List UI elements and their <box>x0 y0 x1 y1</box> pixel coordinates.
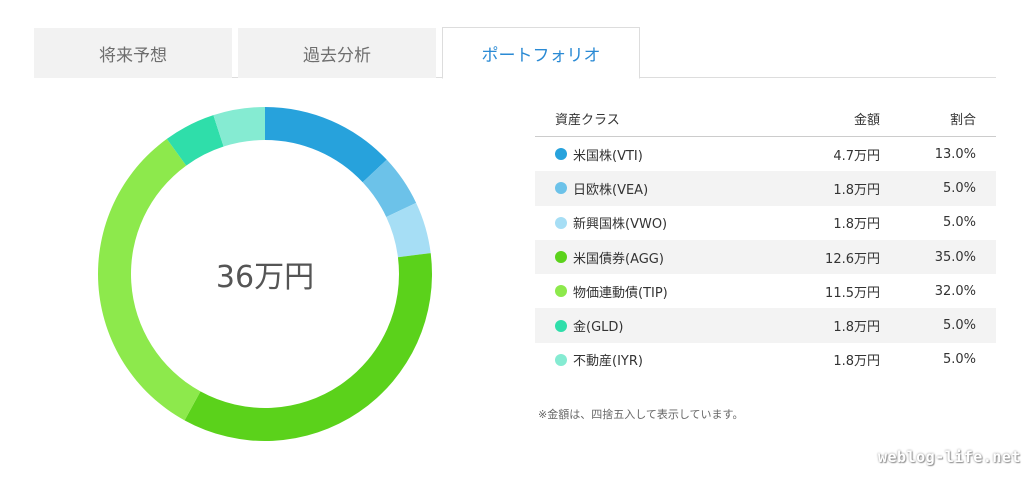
table-header: 資産クラス 金額 割合 <box>535 100 996 137</box>
tab-portfolio[interactable]: ポートフォリオ <box>442 27 640 79</box>
asset-name: 米国債券(AGG) <box>573 251 664 267</box>
donut-segment <box>98 138 201 421</box>
ratio-cell: 32.0% <box>934 283 976 299</box>
asset-name-cell: 日欧株(VEA) <box>535 179 800 198</box>
legend-dot-icon <box>555 285 567 298</box>
donut-segment <box>362 159 417 217</box>
table-row: 米国株(VTI) 4.7万円 13.0% <box>535 137 996 171</box>
amount-cell: 1.8万円 <box>833 182 880 198</box>
asset-name: 金(GLD) <box>573 320 624 336</box>
donut-segment <box>213 107 265 147</box>
asset-name-cell: 金(GLD) <box>535 316 800 335</box>
amount-cell: 1.8万円 <box>833 320 880 336</box>
asset-name-cell: 米国債券(AGG) <box>535 248 800 267</box>
site-watermark: weblog-life.net <box>878 448 1021 466</box>
legend-dot-icon <box>555 216 567 229</box>
donut-segment <box>265 107 387 183</box>
asset-name-cell: 米国株(VTI) <box>535 145 800 164</box>
amount-cell: 12.6万円 <box>825 251 880 267</box>
header-amount: 金額 <box>853 112 880 128</box>
legend-dot-icon <box>555 353 567 366</box>
ratio-cell: 35.0% <box>934 249 976 265</box>
header-ratio: 割合 <box>949 112 976 128</box>
legend-dot-icon <box>555 148 567 161</box>
asset-name: 不動産(IYR) <box>573 354 643 370</box>
asset-name-cell: 不動産(IYR) <box>535 350 800 369</box>
table-row: 金(GLD) 1.8万円 5.0% <box>535 308 996 343</box>
table-row: 物価連動債(TIP) 11.5万円 32.0% <box>535 274 996 308</box>
amount-cell: 4.7万円 <box>833 148 880 164</box>
portfolio-donut-chart: 36万円 <box>98 107 432 441</box>
asset-name: 新興国株(VWO) <box>573 217 668 233</box>
asset-allocation-table: 資産クラス 金額 割合 米国株(VTI) 4.7万円 13.0% 日欧株(VEA) 1.… <box>535 100 996 377</box>
ratio-cell: 5.0% <box>942 180 976 196</box>
table-row: 米国債券(AGG) 12.6万円 35.0% <box>535 239 996 275</box>
asset-name: 物価連動債(TIP) <box>573 285 668 301</box>
legend-dot-icon <box>555 182 567 195</box>
header-asset-class: 資産クラス <box>555 112 620 128</box>
asset-name-cell: 新興国株(VWO) <box>535 213 800 232</box>
asset-name: 米国株(VTI) <box>573 148 643 164</box>
asset-name: 日欧株(VEA) <box>573 182 649 198</box>
ratio-cell: 13.0% <box>934 146 976 162</box>
tab-past-analysis[interactable]: 過去分析 <box>238 28 436 78</box>
donut-segment <box>166 115 224 166</box>
donut-segment <box>184 253 432 441</box>
legend-dot-icon <box>555 251 567 264</box>
asset-name-cell: 物価連動債(TIP) <box>535 282 800 301</box>
rounding-footnote: ※金額は、四捨五入して表示しています。 <box>538 408 744 421</box>
ratio-cell: 5.0% <box>942 352 976 368</box>
donut-segment <box>386 202 431 258</box>
tab-future-forecast[interactable]: 将来予想 <box>34 28 232 78</box>
amount-cell: 1.8万円 <box>833 217 880 233</box>
amount-cell: 11.5万円 <box>825 285 880 301</box>
table-row: 新興国株(VWO) 1.8万円 5.0% <box>535 206 996 240</box>
ratio-cell: 5.0% <box>942 318 976 334</box>
table-row: 日欧株(VEA) 1.8万円 5.0% <box>535 171 996 206</box>
tab-bar: 将来予想 過去分析 ポートフォリオ <box>34 27 996 79</box>
table-body: 米国株(VTI) 4.7万円 13.0% 日欧株(VEA) 1.8万円 5.0% 新興国株(… <box>535 137 996 377</box>
legend-dot-icon <box>555 319 567 332</box>
amount-cell: 1.8万円 <box>833 354 880 370</box>
table-row: 不動産(IYR) 1.8万円 5.0% <box>535 343 996 377</box>
ratio-cell: 5.0% <box>942 215 976 231</box>
donut-svg <box>98 107 432 441</box>
